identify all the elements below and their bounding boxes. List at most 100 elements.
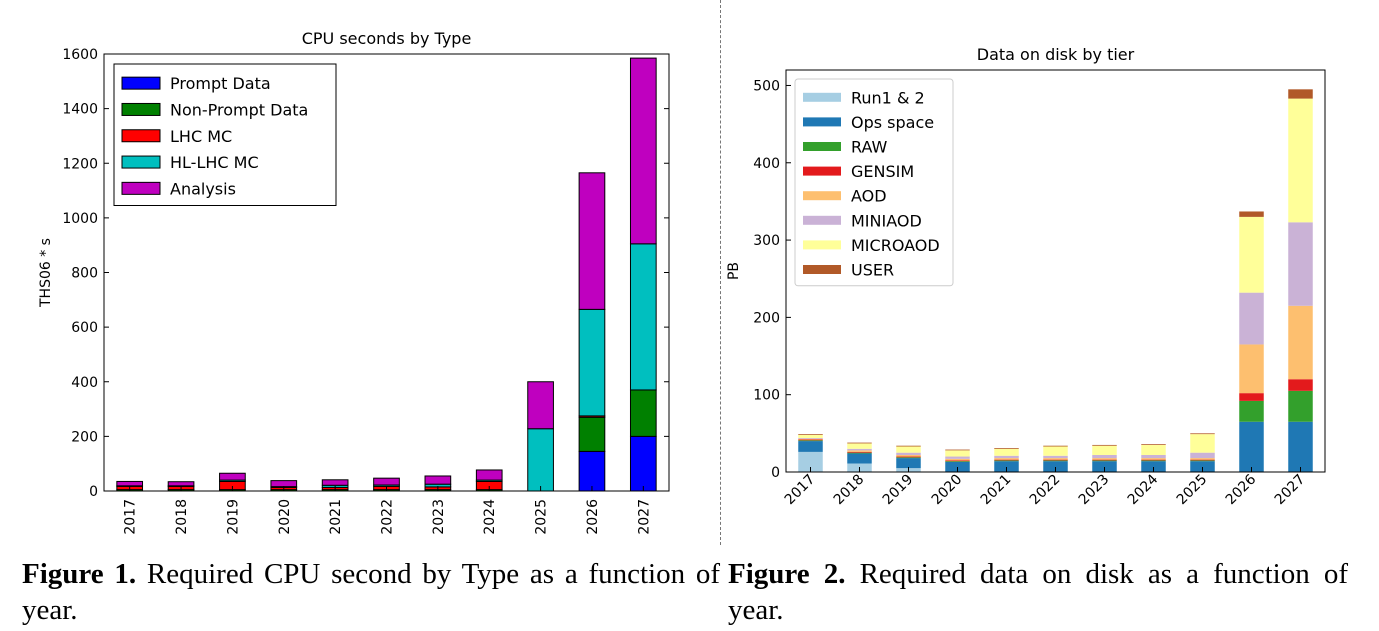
legend-label-aod: AOD <box>851 187 887 206</box>
bar-microaod-2025 <box>1190 434 1215 453</box>
legend-label-user: USER <box>851 261 894 280</box>
x-tick-label-2025: 2025 <box>534 499 550 535</box>
bar-microaod-2023 <box>1092 445 1117 455</box>
bar-microaod-2018 <box>847 443 872 449</box>
legend-swatch-microaod <box>803 240 841 250</box>
bar-analysis-2023 <box>424 475 452 485</box>
bar-aod-2024 <box>1141 458 1166 460</box>
x-tick-label-2022: 2022 <box>380 499 396 535</box>
legend-swatch-prompt-data <box>121 76 161 90</box>
bar-raw-2017 <box>798 440 823 442</box>
chart-title: Data on disk by tier <box>977 45 1135 64</box>
bar-aod-2020 <box>945 458 970 461</box>
x-tick-label-2027: 2027 <box>636 499 652 535</box>
bar-gensim-2023 <box>1092 459 1117 461</box>
y-tick-label: 1400 <box>62 102 98 118</box>
bar-gensim-2020 <box>945 460 970 462</box>
bar-non-prompt-data-2026 <box>578 416 606 452</box>
legend-label-ops-space: Ops space <box>851 113 934 132</box>
x-tick-label-2024: 2024 <box>482 499 498 535</box>
x-tick-label-2017: 2017 <box>123 499 139 535</box>
x-tick-label-2021: 2021 <box>328 499 344 535</box>
legend-label-non-prompt-data: Non-Prompt Data <box>170 100 308 119</box>
bar-hl-lhc-mc-2025 <box>527 428 554 492</box>
bar-microaod-2026 <box>1239 216 1264 293</box>
bar-gensim-2025 <box>1190 459 1215 461</box>
legend-label-gensim: GENSIM <box>851 162 914 181</box>
figure-divider <box>720 0 721 545</box>
legend-swatch-user <box>803 265 841 274</box>
legend-swatch-hl-lhc-mc <box>121 155 161 169</box>
bar-raw-2021 <box>994 460 1019 462</box>
bar-gensim-2024 <box>1141 459 1166 461</box>
figure-2-label: Figure 2. <box>728 558 846 590</box>
legend-swatch-raw <box>803 142 841 151</box>
legend-label-hl-lhc-mc: HL-LHC MC <box>170 153 259 172</box>
bar-ops-space-2021 <box>994 461 1019 472</box>
bar-analysis-2019 <box>219 472 246 481</box>
y-tick-label: 200 <box>71 429 98 445</box>
y-tick-label: 0 <box>89 484 98 500</box>
bar-miniaod-2019 <box>896 452 921 455</box>
bar-gensim-2021 <box>994 459 1019 461</box>
y-tick-label: 200 <box>753 310 780 326</box>
bar-miniaod-2024 <box>1141 454 1166 459</box>
bar-user-2027 <box>1288 89 1313 99</box>
bar-gensim-2019 <box>896 456 921 458</box>
bar-run1-2-2017 <box>798 451 823 472</box>
bar-ops-space-2022 <box>1043 461 1068 472</box>
bar-gensim-2026 <box>1239 393 1264 401</box>
figure-1-label: Figure 1. <box>22 558 137 590</box>
bar-ops-space-2020 <box>945 461 970 472</box>
bar-ops-space-2024 <box>1141 461 1166 472</box>
x-tick-label-2022: 2022 <box>1027 472 1064 509</box>
y-tick-label: 400 <box>71 375 98 391</box>
y-tick-label: 1600 <box>62 47 98 63</box>
legend-label-prompt-data: Prompt Data <box>170 74 271 93</box>
bar-miniaod-2026 <box>1239 292 1264 345</box>
bar-user-2023 <box>1092 444 1117 446</box>
bar-ops-space-2019 <box>896 458 921 469</box>
x-tick-label-2020: 2020 <box>277 499 293 535</box>
bar-raw-2020 <box>945 461 970 462</box>
figure-2-caption: Figure 2. Required data on disk as a fun… <box>728 556 1348 628</box>
legend-swatch-run1-2 <box>803 92 841 102</box>
x-tick-label-2027: 2027 <box>1272 472 1309 509</box>
y-tick-label: 600 <box>71 320 98 336</box>
chart-title: CPU seconds by Type <box>302 29 472 48</box>
legend-label-miniaod: MINIAOD <box>851 211 922 230</box>
legend-label-run1-2: Run1 & 2 <box>851 88 925 107</box>
bar-microaod-2024 <box>1141 444 1166 455</box>
x-tick-label-2026: 2026 <box>585 499 601 535</box>
bar-miniaod-2022 <box>1043 455 1068 459</box>
bar-miniaod-2020 <box>945 456 970 459</box>
bar-user-2024 <box>1141 444 1166 445</box>
bar-raw-2026 <box>1239 400 1264 422</box>
disk-chart: Data on disk by tier 0 100 200 300 400 500 PB 20… <box>726 45 1326 509</box>
bar-gensim-2027 <box>1288 379 1313 391</box>
bar-gensim-2022 <box>1043 459 1068 461</box>
x-tick-label-2017: 2017 <box>782 472 819 509</box>
legend-swatch-lhc-mc <box>121 129 161 143</box>
bar-miniaod-2021 <box>994 455 1019 459</box>
bar-gensim-2017 <box>798 439 823 441</box>
bar-hl-lhc-mc-2026 <box>578 308 606 417</box>
bar-microaod-2017 <box>798 434 823 438</box>
bar-raw-2027 <box>1288 390 1313 422</box>
y-tick-label: 1000 <box>62 211 98 227</box>
bar-prompt-data-2027 <box>629 435 657 492</box>
x-tick-label-2023: 2023 <box>431 499 447 535</box>
legend-label-microaod: MICROAOD <box>851 236 940 255</box>
bar-analysis-2021 <box>321 479 349 486</box>
bar-microaod-2019 <box>896 446 921 453</box>
bar-aod-2018 <box>847 450 872 452</box>
figure-1-caption-text: Required CPU second by Type as a functio… <box>22 558 721 626</box>
x-tick-label-2024: 2024 <box>1125 471 1162 508</box>
bar-aod-2022 <box>1043 458 1068 460</box>
legend-box <box>794 78 954 287</box>
bar-aod-2021 <box>994 458 1019 460</box>
bar-aod-2017 <box>798 438 823 440</box>
y-tick-label: 500 <box>753 78 780 94</box>
bar-user-2017 <box>798 434 823 435</box>
legend-swatch-non-prompt-data <box>121 102 161 116</box>
